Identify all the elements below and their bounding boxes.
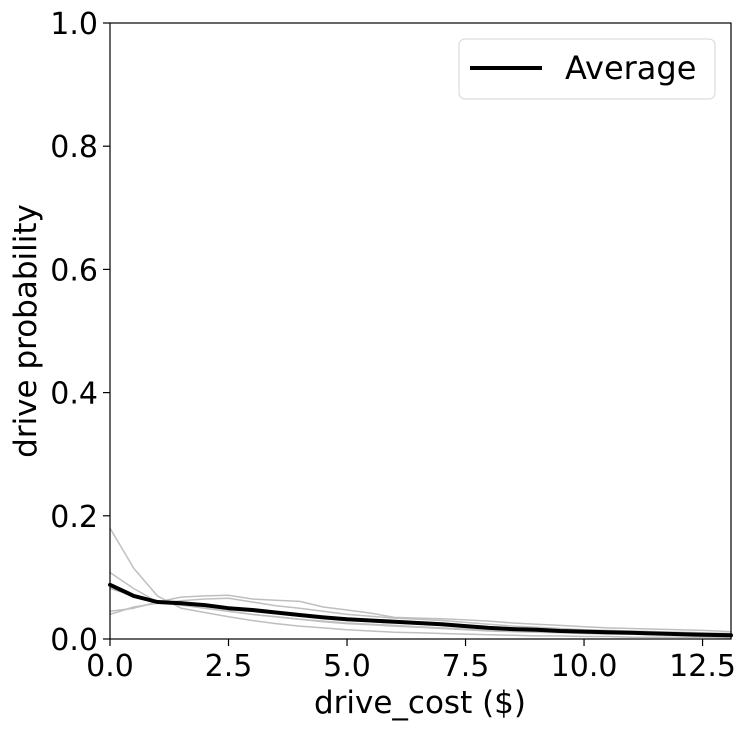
x-tick-label: 5.0 [323, 649, 371, 684]
x-tick-label: 2.5 [205, 649, 253, 684]
y-tick-label: 1.0 [50, 7, 98, 42]
legend-box [458, 38, 716, 100]
x-tick-label: 0.0 [86, 649, 134, 684]
x-axis-label: drive_cost ($) [314, 685, 526, 721]
series-layer [108, 527, 733, 639]
legend: Average [458, 38, 716, 100]
plot-frame [109, 22, 732, 640]
y-tick-label: 0.0 [50, 623, 98, 658]
series-line-individual-3 [109, 594, 732, 633]
ticks-layer: 0.0 2.5 5.0 7.5 10.0 12.5 0.0 0.2 0.4 0.6 0.8 1.0 [50, 7, 736, 684]
y-tick-label: 0.2 [50, 500, 98, 535]
x-tick-label: 7.5 [442, 649, 490, 684]
y-tick-label: 0.4 [50, 377, 98, 412]
x-tick-label: 10.0 [551, 649, 618, 684]
series-line-individual-1 [109, 527, 732, 639]
series-line-average [108, 582, 733, 638]
legend-average-label: Average [565, 49, 696, 87]
y-tick-label: 0.8 [50, 130, 98, 165]
y-tick-label: 0.6 [50, 253, 98, 288]
y-axis-label: drive probability [8, 204, 44, 458]
x-tick-label: 12.5 [669, 649, 736, 684]
